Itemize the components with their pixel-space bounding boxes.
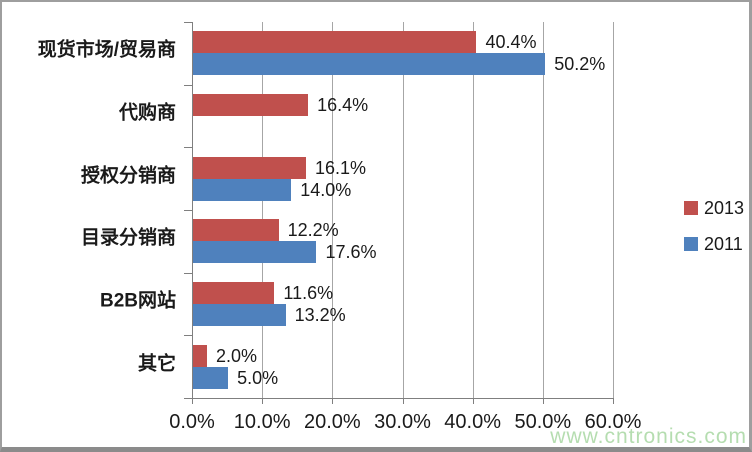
gridline: [262, 22, 264, 398]
category-label: 目录分销商: [80, 227, 176, 249]
x-axis-tick: [472, 398, 474, 404]
x-tick-label: 0.0%: [169, 411, 215, 433]
bar-value-label: 13.2%: [294, 305, 346, 325]
bar-value-label: 11.6%: [283, 283, 334, 303]
category-label: 现货市场/贸易商: [37, 39, 176, 61]
bar-2011: [193, 241, 317, 264]
x-tick-label: 40.0%: [444, 411, 502, 433]
legend-item-2013: 2013: [684, 198, 744, 218]
x-axis-tick: [262, 398, 264, 404]
y-axis-tick: [184, 147, 192, 149]
legend-label-2013: 2013: [704, 198, 745, 218]
bar-2011: [193, 53, 546, 76]
x-axis-tick: [332, 398, 334, 404]
legend-item-2011: 2011: [684, 234, 744, 254]
legend: 2013 2011: [684, 198, 744, 270]
y-axis-tick: [184, 398, 192, 399]
x-tick-label: 50.0%: [514, 411, 572, 433]
x-axis-tick: [402, 398, 404, 404]
bar-value-label: 16.1%: [314, 157, 366, 178]
watermark: www.cntronics.com: [550, 425, 747, 448]
bar-value-label: 50.2%: [554, 54, 606, 75]
gridline: [402, 22, 404, 398]
x-axis-tick: [613, 398, 614, 404]
x-axis-line: [184, 398, 613, 399]
bar-value-label: 40.4%: [485, 32, 537, 53]
category-label: 其它: [137, 353, 176, 375]
bar-value-label: 12.2%: [287, 220, 339, 241]
bar-2013: [193, 156, 306, 179]
bar-2013: [193, 31, 477, 54]
x-tick-label: 30.0%: [374, 411, 431, 433]
bar-2011: [193, 366, 229, 389]
bar-2011: [193, 304, 286, 326]
bar-2013: [193, 94, 309, 116]
gridline: [472, 22, 474, 398]
x-tick-label: 60.0%: [584, 411, 642, 433]
legend-label-2011: 2011: [704, 234, 743, 254]
y-axis-tick: [184, 22, 192, 23]
y-axis-tick: [184, 272, 192, 274]
bar-2013: [193, 344, 208, 367]
category-label: 授权分销商: [80, 165, 176, 187]
legend-swatch-2011-icon: [684, 237, 698, 251]
gridline: [332, 22, 334, 398]
category-label: B2B网站: [99, 290, 176, 312]
y-axis-tick: [184, 84, 192, 86]
bar-value-label: 16.4%: [317, 95, 369, 115]
bar-2013: [193, 282, 275, 304]
x-tick-label: 10.0%: [233, 411, 291, 433]
legend-swatch-2013-icon: [684, 201, 698, 215]
bar-value-label: 14.0%: [300, 179, 352, 200]
y-axis-line: [192, 22, 193, 398]
category-label: 代购商: [118, 102, 176, 124]
bar-2011: [193, 178, 292, 201]
gridline: [542, 22, 544, 398]
y-axis-tick: [184, 210, 192, 211]
bar-2013: [193, 219, 279, 242]
gridline: [613, 22, 614, 398]
bar-value-label: 17.6%: [325, 242, 377, 263]
y-axis-tick: [184, 335, 192, 337]
x-axis-tick: [192, 398, 193, 404]
x-axis-tick: [542, 398, 544, 404]
bar-value-label: 2.0%: [216, 345, 258, 366]
bar-value-label: 5.0%: [237, 367, 279, 388]
x-tick-label: 20.0%: [303, 411, 361, 433]
